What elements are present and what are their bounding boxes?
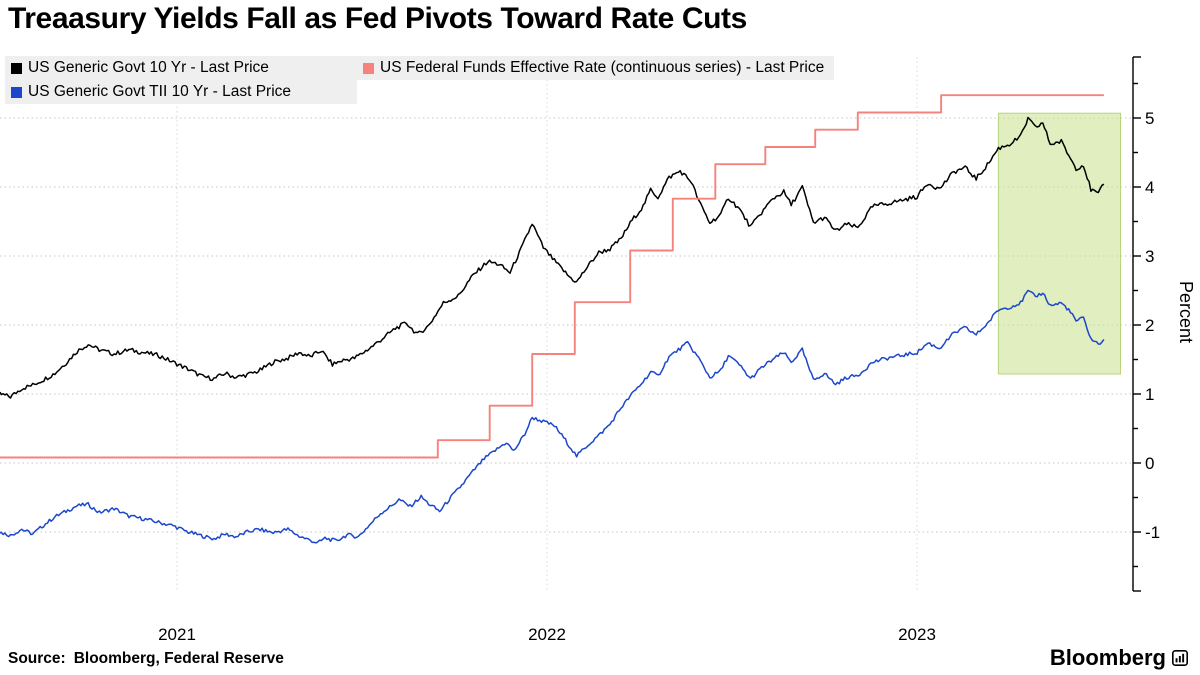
y-tick-label: 1 bbox=[1145, 385, 1154, 404]
series-line-1 bbox=[0, 289, 1105, 544]
source-note: Source: Bloomberg, Federal Reserve bbox=[8, 650, 284, 668]
legend-swatch bbox=[11, 86, 22, 98]
y-tick-label: 0 bbox=[1145, 454, 1154, 473]
y-tick-label: 2 bbox=[1145, 316, 1154, 335]
x-tick-label: 2022 bbox=[528, 625, 566, 644]
y-tick-label: 4 bbox=[1145, 178, 1154, 197]
legend-item: US Federal Funds Effective Rate (continu… bbox=[357, 56, 835, 80]
legend: US Generic Govt 10 Yr - Last Price US Fed… bbox=[5, 56, 835, 104]
legend-item: US Generic Govt 10 Yr - Last Price bbox=[5, 56, 357, 80]
legend-label: US Generic Govt 10 Yr - Last Price bbox=[28, 59, 269, 76]
bloomberg-logo-icon bbox=[1172, 650, 1188, 666]
y-tick-label: 3 bbox=[1145, 247, 1154, 266]
bloomberg-wordmark: Bloomberg bbox=[1049, 645, 1166, 670]
y-tick-label: -1 bbox=[1145, 523, 1160, 542]
y-axis-label: Percent bbox=[1176, 281, 1196, 344]
y-tick-label: 5 bbox=[1145, 109, 1154, 128]
x-tick-label: 2023 bbox=[898, 625, 936, 644]
legend-swatch bbox=[11, 62, 22, 74]
bloomberg-logo: Bloomberg bbox=[1050, 645, 1188, 671]
legend-label: US Generic Govt TII 10 Yr - Last Price bbox=[28, 83, 292, 100]
legend-label: US Federal Funds Effective Rate (continu… bbox=[380, 59, 825, 76]
series-line-2 bbox=[0, 94, 1104, 459]
x-tick-label: 2021 bbox=[158, 625, 196, 644]
source-prefix: Source: bbox=[8, 650, 66, 667]
source-text: Bloomberg, Federal Reserve bbox=[73, 650, 284, 667]
legend-swatch bbox=[363, 62, 374, 74]
series-line-0 bbox=[0, 116, 1105, 399]
legend-item: US Generic Govt TII 10 Yr - Last Price bbox=[5, 80, 357, 104]
chart-title: Treaasury Yields Fall as Fed Pivots Towa… bbox=[8, 2, 747, 35]
highlight-region bbox=[997, 112, 1122, 375]
